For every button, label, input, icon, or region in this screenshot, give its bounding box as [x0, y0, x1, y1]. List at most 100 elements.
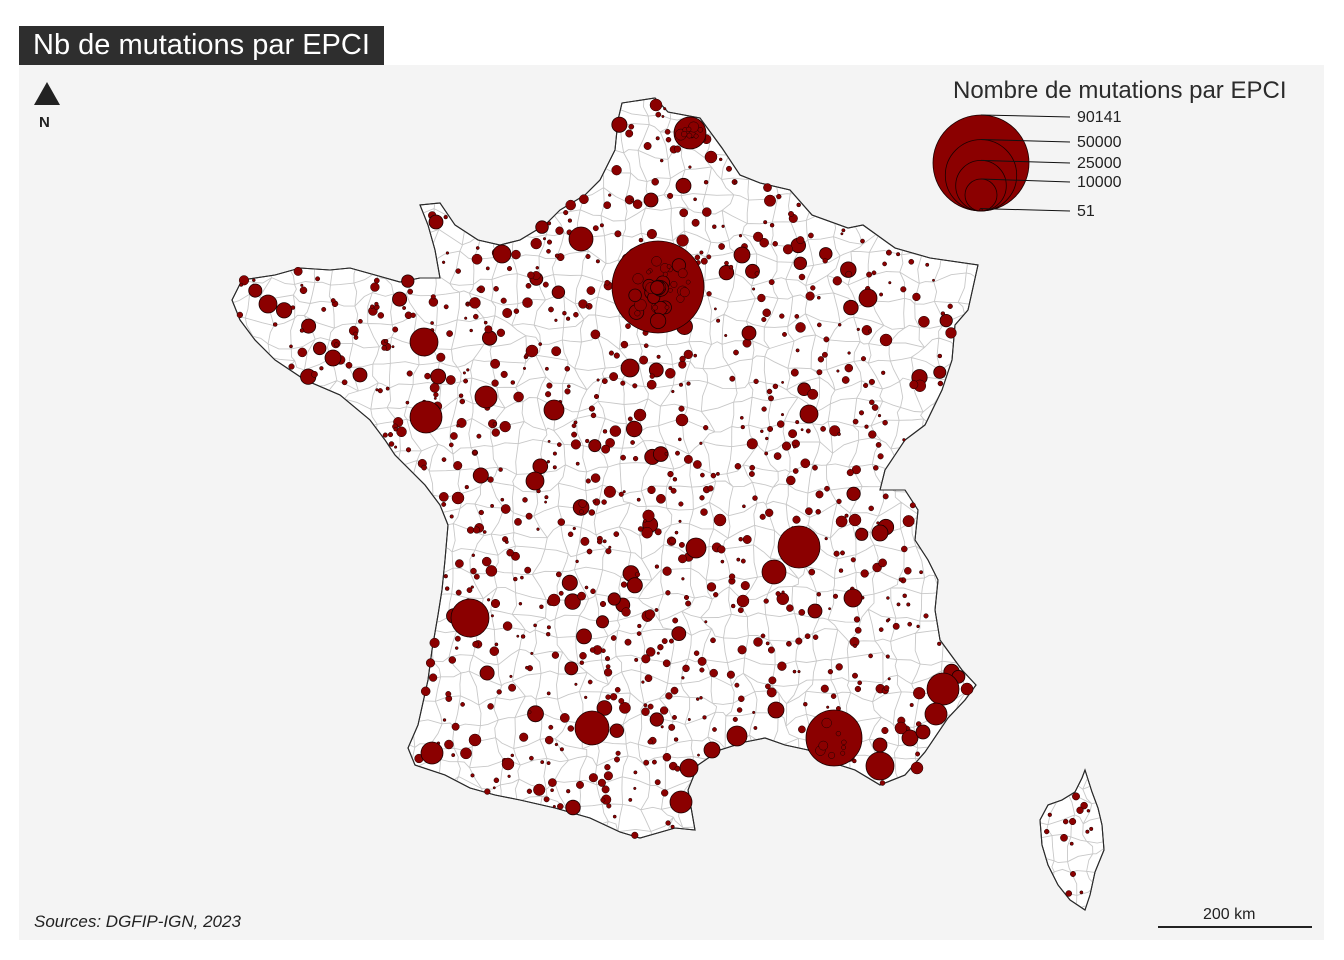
- epci-symbol: [455, 559, 464, 568]
- epci-symbol: [472, 640, 479, 648]
- epci-symbol: [1047, 812, 1052, 817]
- epci-symbol: [557, 803, 564, 810]
- epci-symbol: [826, 705, 830, 709]
- epci-symbol: [633, 770, 638, 775]
- north-arrow-icon: N: [34, 82, 60, 131]
- epci-symbol: [836, 498, 842, 505]
- epci-symbol: [706, 582, 717, 592]
- epci-symbol: [441, 457, 447, 462]
- epci-symbol: [847, 351, 851, 355]
- epci-symbol-lille: [686, 132, 693, 139]
- epci-symbol: [492, 786, 496, 790]
- epci-symbol: [540, 760, 545, 765]
- epci-symbol: [596, 700, 613, 716]
- epci-symbol: [387, 432, 394, 438]
- epci-symbol: [655, 136, 660, 141]
- epci-symbol: [445, 251, 450, 255]
- epci-symbol: [693, 460, 702, 469]
- epci-symbol-large: [492, 244, 512, 264]
- epci-symbol: [882, 419, 888, 426]
- epci-symbol: [803, 701, 808, 707]
- epci-symbol: [855, 527, 869, 541]
- epci-symbol: [473, 313, 479, 320]
- epci-symbol: [1085, 829, 1090, 834]
- epci-symbol: [704, 620, 708, 624]
- epci-symbol: [632, 455, 639, 462]
- epci-symbol: [668, 486, 673, 491]
- epci-symbol: [740, 581, 750, 591]
- epci-symbol: [624, 638, 632, 646]
- epci-symbol: [800, 428, 804, 432]
- epci-symbol: [643, 142, 652, 150]
- epci-symbol: [445, 375, 456, 385]
- epci-symbol: [672, 617, 679, 624]
- epci-symbol: [762, 308, 771, 318]
- epci-symbol: [767, 426, 774, 432]
- epci-symbol: [697, 753, 700, 757]
- corsica: [1039, 768, 1105, 911]
- epci-symbol-lille: [681, 130, 688, 138]
- epci-symbol: [775, 591, 781, 597]
- epci-symbol: [299, 286, 308, 295]
- legend-label: 25000: [1077, 155, 1122, 172]
- epci-symbol: [470, 773, 475, 778]
- epci-symbol: [636, 631, 642, 636]
- epci-symbol-paris: [650, 280, 665, 295]
- epci-symbol: [737, 607, 744, 614]
- epci-symbol: [588, 439, 602, 453]
- epci-symbol: [792, 669, 797, 674]
- epci-symbol: [902, 515, 915, 528]
- epci-symbol: [479, 665, 495, 681]
- epci-symbol: [392, 326, 399, 333]
- epci-symbol: [868, 430, 877, 439]
- epci-symbol: [768, 279, 775, 286]
- map-panel[interactable]: Nombre de mutations par EPCI 90141 50000 2…: [19, 65, 1324, 940]
- epci-symbol: [728, 264, 734, 270]
- epci-symbol: [606, 803, 612, 809]
- scale-label: 200 km: [1203, 906, 1255, 923]
- epci-symbol: [752, 710, 756, 714]
- epci-symbol: [370, 282, 380, 292]
- epci-symbol: [565, 316, 571, 321]
- epci-symbol: [728, 573, 736, 580]
- epci-symbol: [473, 573, 480, 580]
- epci-symbol: [542, 281, 549, 288]
- map-canvas[interactable]: Nombre de mutations par EPCI 90141 50000 2…: [19, 65, 1324, 940]
- epci-symbol: [586, 548, 593, 555]
- epci-symbol: [619, 702, 631, 714]
- epci-symbol: [678, 382, 684, 387]
- legend-circles: 90141 50000 25000 10000 51: [932, 109, 1122, 220]
- epci-symbol: [660, 725, 664, 729]
- epci-symbol-large: [703, 741, 721, 759]
- epci-symbol: [546, 239, 553, 245]
- epci-symbol-large: [525, 344, 539, 358]
- epci-symbol: [604, 764, 611, 771]
- epci-symbol-large: [901, 729, 919, 747]
- epci-symbol: [429, 637, 440, 648]
- epci-symbol: [559, 713, 570, 723]
- epci-symbol: [513, 308, 520, 314]
- epci-symbol: [377, 388, 383, 394]
- epci-symbol: [795, 348, 800, 353]
- epci-symbol: [850, 557, 856, 563]
- epci-symbol: [567, 531, 574, 538]
- epci-symbol: [564, 593, 581, 610]
- epci-symbol: [490, 358, 501, 369]
- epci-symbol: [485, 565, 498, 577]
- epci-symbol: [605, 438, 615, 448]
- epci-symbol: [649, 712, 664, 727]
- epci-symbol-large: [643, 192, 659, 208]
- epci-symbol-large: [679, 758, 699, 778]
- epci-symbol: [385, 386, 390, 391]
- epci-symbol: [832, 276, 842, 286]
- epci-symbol: [604, 279, 610, 286]
- epci-symbol: [752, 287, 756, 291]
- epci-symbol: [585, 305, 590, 309]
- epci-symbol: [773, 452, 782, 460]
- epci-symbol: [654, 528, 662, 536]
- epci-symbol: [1070, 871, 1076, 877]
- epci-symbol: [739, 415, 744, 420]
- epci-symbol: [796, 202, 801, 208]
- epci-symbol-paris: [632, 273, 644, 285]
- epci-symbol: [405, 400, 410, 405]
